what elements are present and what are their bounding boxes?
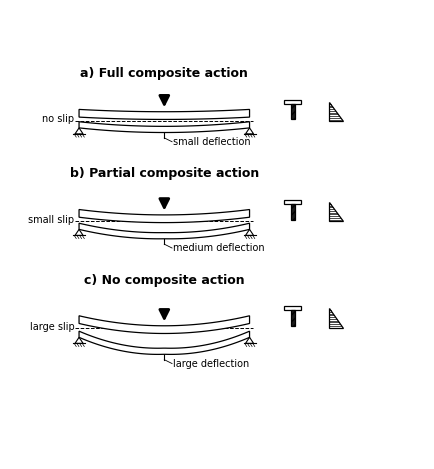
Text: medium deflection: medium deflection xyxy=(173,243,264,253)
Text: small deflection: small deflection xyxy=(173,137,250,147)
Bar xyxy=(291,104,295,120)
Polygon shape xyxy=(79,331,250,355)
Polygon shape xyxy=(79,122,250,133)
Polygon shape xyxy=(329,309,342,328)
Bar xyxy=(284,100,302,104)
Polygon shape xyxy=(79,210,250,223)
Text: large slip: large slip xyxy=(30,322,74,333)
Text: c) No composite action: c) No composite action xyxy=(84,273,245,287)
Polygon shape xyxy=(329,202,342,221)
Text: small slip: small slip xyxy=(28,215,74,225)
Text: no slip: no slip xyxy=(42,114,74,124)
Text: large deflection: large deflection xyxy=(173,358,249,369)
Text: a) Full composite action: a) Full composite action xyxy=(80,67,248,80)
Bar xyxy=(291,310,295,326)
Bar xyxy=(291,204,295,219)
Bar xyxy=(284,306,302,310)
Text: b) Partial composite action: b) Partial composite action xyxy=(70,167,259,180)
Polygon shape xyxy=(79,223,250,239)
Polygon shape xyxy=(329,102,342,121)
Bar xyxy=(284,200,302,204)
Polygon shape xyxy=(79,316,250,333)
Polygon shape xyxy=(79,109,250,120)
